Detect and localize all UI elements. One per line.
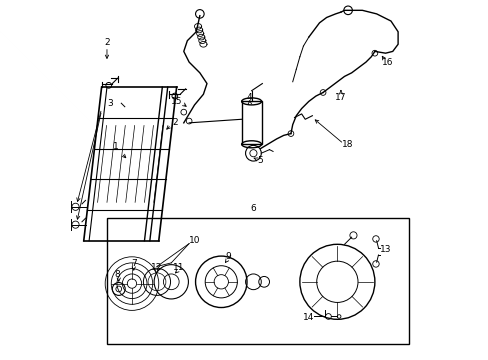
Text: 2: 2 [172, 118, 177, 127]
Text: 18: 18 [342, 140, 353, 149]
Text: 6: 6 [250, 204, 256, 213]
Text: 10: 10 [188, 236, 200, 245]
Text: 1: 1 [113, 141, 119, 150]
Text: 17: 17 [334, 93, 346, 102]
Bar [107, 217, 408, 344]
Text: 5: 5 [257, 156, 263, 165]
Text: 14: 14 [303, 313, 314, 322]
Text: 11: 11 [172, 263, 184, 272]
Text: 8: 8 [114, 270, 120, 279]
Text: 2: 2 [104, 38, 110, 47]
Text: 12: 12 [150, 263, 162, 272]
Text: 4: 4 [246, 93, 252, 102]
Text: 15: 15 [170, 97, 182, 106]
Bar [241, 102, 261, 144]
Text: 13: 13 [379, 245, 390, 254]
Text: 9: 9 [225, 252, 231, 261]
Text: 16: 16 [381, 58, 392, 67]
Text: 3: 3 [107, 99, 113, 108]
Text: 7: 7 [131, 260, 136, 269]
